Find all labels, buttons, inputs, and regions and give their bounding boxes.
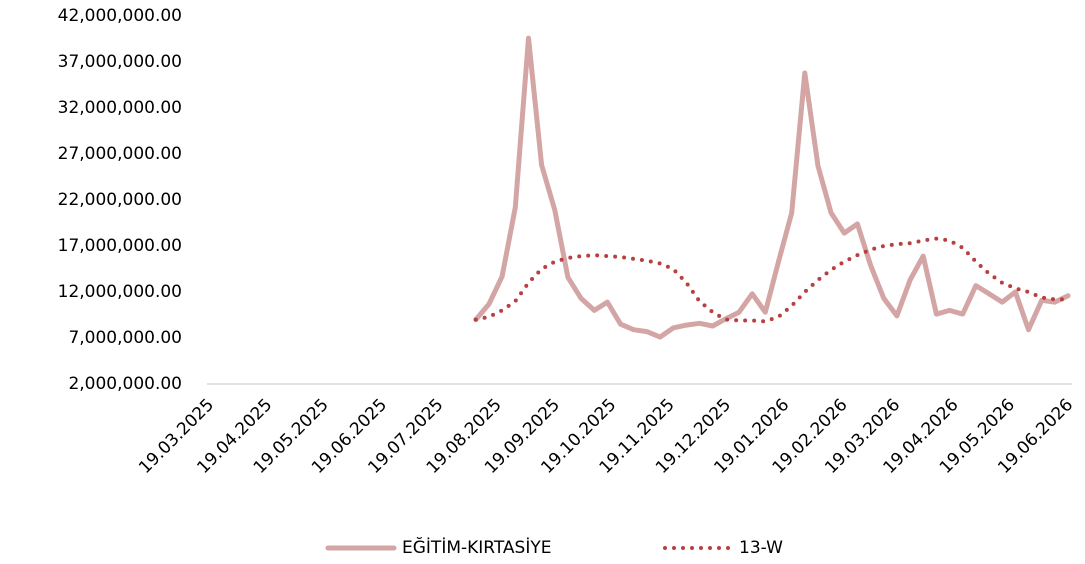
y-tick-label: 17,000,000.00 bbox=[58, 236, 182, 256]
y-tick-label: 2,000,000.00 bbox=[68, 374, 182, 394]
series-line bbox=[473, 236, 1070, 324]
legend-label: EĞİTİM-KIRTASİYE bbox=[402, 536, 552, 558]
y-tick-label: 27,000,000.00 bbox=[58, 144, 182, 164]
legend-label: 13-W bbox=[739, 538, 783, 558]
y-tick-label: 32,000,000.00 bbox=[58, 98, 182, 118]
y-tick-label: 37,000,000.00 bbox=[58, 52, 182, 72]
y-tick-label: 12,000,000.00 bbox=[58, 282, 182, 302]
series-line bbox=[473, 35, 1071, 340]
y-tick-label: 22,000,000.00 bbox=[58, 190, 182, 210]
y-tick-label: 42,000,000.00 bbox=[58, 6, 182, 26]
y-tick-label: 7,000,000.00 bbox=[68, 328, 182, 348]
